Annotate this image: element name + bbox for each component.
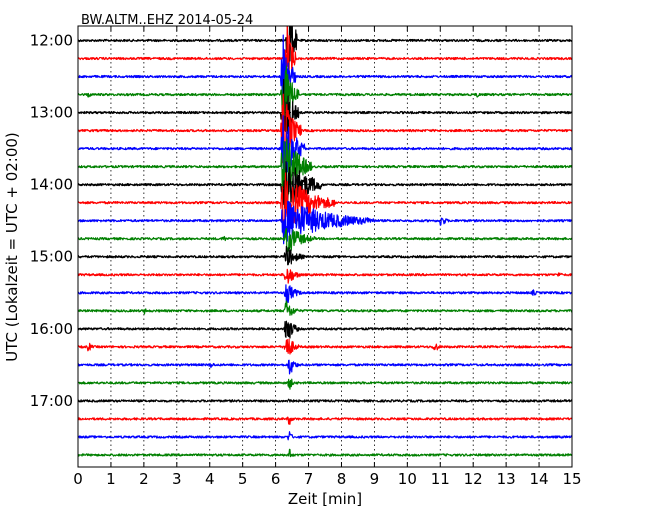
trace-line-22	[78, 431, 572, 441]
y-tick-label: 15:00	[30, 248, 73, 266]
trace-line-8	[78, 160, 572, 209]
plot-border	[77, 25, 573, 468]
x-tick-label: 8	[337, 470, 347, 488]
x-axis-title: Zeit [min]	[288, 490, 362, 508]
trace-line-20	[78, 398, 572, 403]
x-tick-labels: 0 1 2 3 4 5 6 7 8 9 10 11 12 13 14 15	[73, 470, 581, 488]
trace-line-12	[78, 245, 572, 266]
y-tick-label: 12:00	[30, 32, 73, 50]
trace-line-5	[78, 93, 572, 164]
x-tick-label: 7	[304, 470, 314, 488]
trace-line-0	[78, 26, 572, 91]
y-tick-label: 13:00	[30, 104, 73, 122]
y-tick-label: 17:00	[30, 392, 73, 410]
y-tick-labels: 12:00 13:00 14:00 15:00 16:00 17:00	[30, 32, 73, 410]
x-tick-label: 1	[106, 470, 116, 488]
x-tick-label: 5	[238, 470, 248, 488]
x-tick-label: 10	[398, 470, 417, 488]
trace-line-15	[78, 300, 572, 316]
trace-line-16	[78, 320, 572, 339]
trace-lines	[78, 26, 572, 458]
trace-line-17	[78, 338, 572, 355]
trace-line-6	[78, 115, 572, 186]
trace-line-11	[78, 227, 572, 253]
trace-line-19	[78, 378, 572, 390]
x-tick-label: 4	[205, 470, 215, 488]
trace-line-3	[78, 65, 572, 124]
x-tick-label: 9	[370, 470, 380, 488]
trace-line-13	[78, 268, 572, 284]
trace-line-18	[78, 359, 572, 375]
trace-line-7	[78, 138, 572, 201]
x-tick-label: 2	[139, 470, 149, 488]
x-tick-label: 11	[431, 470, 450, 488]
x-tick-label: 15	[562, 470, 581, 488]
trace-line-1	[78, 26, 572, 94]
x-tick-label: 13	[497, 470, 516, 488]
trace-line-4	[78, 78, 572, 148]
trace-line-2	[78, 34, 572, 111]
y-tick-label: 14:00	[30, 176, 73, 194]
x-tick-label: 3	[172, 470, 182, 488]
plot-frame	[77, 25, 573, 468]
x-tick-label: 6	[271, 470, 281, 488]
trace-line-23	[78, 448, 572, 458]
y-tick-label: 16:00	[30, 320, 73, 338]
x-tick-label: 14	[530, 470, 549, 488]
y-axis-title: UTC (Lokalzeit = UTC + 02:00)	[3, 132, 21, 362]
x-tick-label: 0	[73, 470, 83, 488]
chart-title: BW.ALTM..EHZ 2014-05-24	[81, 13, 253, 28]
x-tick-label: 12	[464, 470, 483, 488]
trace-line-21	[78, 416, 572, 425]
trace-line-14	[78, 284, 572, 306]
trace-line-10	[78, 200, 572, 245]
trace-line-9	[78, 172, 572, 235]
